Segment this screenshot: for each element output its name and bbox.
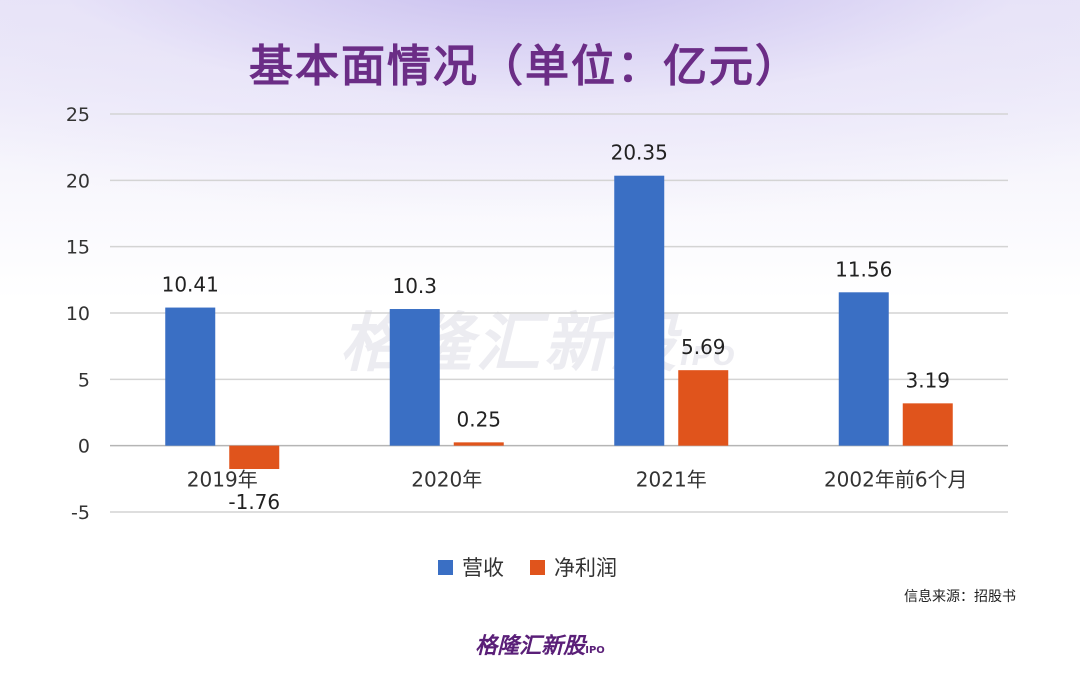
y-tick-label: 20	[66, 170, 90, 192]
bar-net-profit	[678, 370, 729, 446]
bar-revenue	[389, 309, 440, 446]
data-label: 0.25	[456, 407, 501, 431]
brand-logo: 格隆汇新股IPO	[0, 628, 1080, 660]
data-label: 5.69	[681, 335, 726, 359]
x-tick-label: 2002年前6个月	[824, 468, 968, 492]
legend-label: 营收	[462, 556, 504, 580]
data-label: 11.56	[835, 257, 892, 281]
watermark-suffix: IPO	[680, 342, 737, 372]
legend-swatch	[438, 560, 453, 575]
chart-title: 基本面情况（单位：亿元）	[249, 41, 801, 92]
data-label: 20.35	[611, 141, 668, 165]
legend-swatch	[530, 560, 545, 575]
y-tick-label: 10	[66, 303, 90, 325]
bar-revenue	[165, 307, 216, 446]
bar-revenue	[614, 175, 665, 446]
x-tick-label: 2020年	[411, 468, 482, 492]
legend-label: 净利润	[554, 556, 617, 580]
x-tick-label: 2021年	[636, 468, 707, 492]
logo-brand: 格隆汇新股	[475, 634, 586, 659]
bar-net-profit	[902, 403, 953, 446]
y-tick-label: 0	[78, 436, 90, 458]
data-label: 10.41	[162, 273, 219, 297]
data-label: -1.76	[228, 490, 280, 514]
y-tick-label: -5	[71, 502, 90, 524]
bar-revenue	[838, 292, 889, 446]
y-tick-label: 15	[66, 237, 90, 259]
data-label: 10.3	[392, 274, 437, 298]
logo-suffix: IPO	[585, 645, 605, 656]
source-note: 信息来源：招股书	[904, 589, 1016, 605]
y-tick-label: 25	[66, 104, 90, 126]
x-tick-label: 2019年	[187, 468, 258, 492]
bar-net-profit	[453, 442, 504, 446]
data-label: 3.19	[905, 368, 950, 392]
y-tick-label: 5	[78, 369, 90, 391]
bar-net-profit	[229, 445, 280, 470]
